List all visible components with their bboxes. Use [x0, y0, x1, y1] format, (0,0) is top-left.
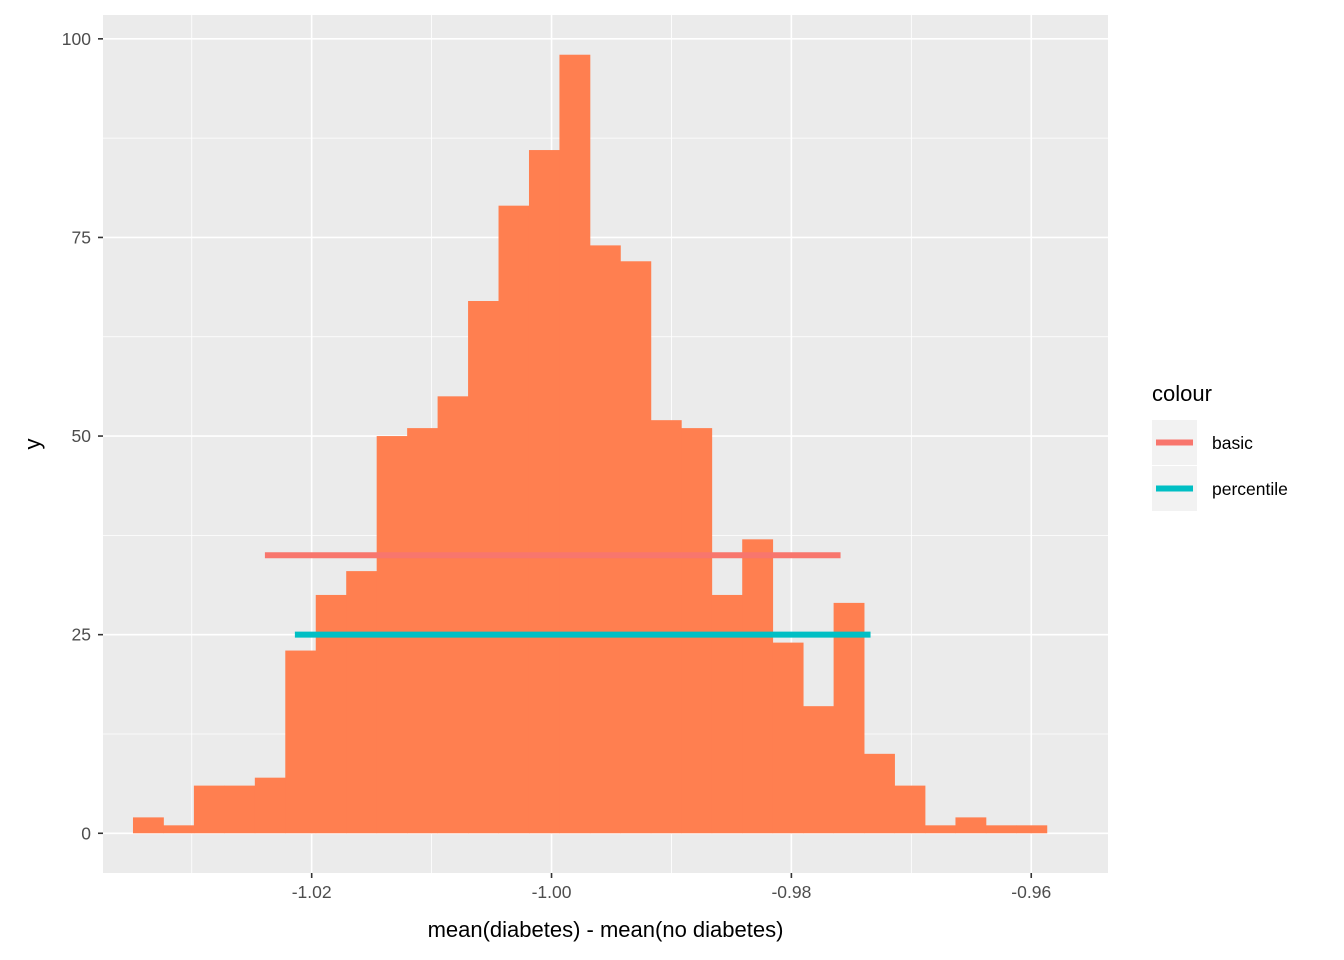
- histogram-bar: [711, 594, 743, 834]
- histogram-bar: [468, 301, 499, 834]
- histogram-bar: [894, 785, 926, 834]
- histogram-bar: [924, 825, 956, 834]
- legend: colour basic percentile: [1152, 381, 1288, 511]
- x-tick-label: -0.96: [1011, 882, 1051, 902]
- histogram-bar: [315, 594, 347, 834]
- histogram-bar: [559, 54, 591, 834]
- histogram-bar: [437, 396, 469, 834]
- x-tick-label: -1.02: [292, 882, 332, 902]
- histogram-bars: [132, 54, 1048, 834]
- histogram-bar: [163, 825, 195, 834]
- y-tick-label: 100: [62, 29, 91, 49]
- y-tick-label: 0: [81, 823, 91, 843]
- legend-label-basic: basic: [1212, 433, 1253, 453]
- histogram-bar: [589, 245, 621, 834]
- histogram-bar: [285, 650, 317, 834]
- histogram-bar: [1016, 825, 1048, 834]
- x-tick-label: -1.00: [532, 882, 572, 902]
- histogram-bar: [346, 571, 378, 834]
- histogram-bar: [772, 642, 804, 834]
- histogram-bar: [650, 420, 682, 834]
- histogram-bar: [681, 428, 713, 834]
- histogram-bar: [620, 261, 652, 834]
- y-tick-label: 25: [72, 625, 91, 645]
- histogram-bar: [803, 706, 835, 834]
- histogram-bar: [864, 753, 895, 834]
- y-tick-label: 75: [72, 227, 91, 247]
- histogram-bar: [407, 428, 439, 834]
- histogram-bar: [833, 602, 865, 834]
- x-tick-label: -0.98: [771, 882, 811, 902]
- histogram-bar: [955, 817, 987, 834]
- x-axis: -1.02 -1.00 -0.98 -0.96: [292, 873, 1051, 902]
- legend-label-percentile: percentile: [1212, 479, 1288, 499]
- histogram-bar: [132, 817, 164, 834]
- histogram-bar: [742, 539, 774, 834]
- histogram-bar: [498, 205, 530, 834]
- legend-title: colour: [1152, 381, 1212, 406]
- y-axis-title: y: [20, 439, 45, 450]
- histogram-bar: [224, 785, 256, 834]
- interval-segments: [264, 552, 871, 638]
- x-axis-title: mean(diabetes) - mean(no diabetes): [428, 917, 784, 942]
- histogram-bar: [193, 785, 225, 834]
- histogram-bar: [254, 777, 286, 834]
- histogram-bar: [985, 825, 1017, 834]
- y-tick-label: 50: [72, 426, 92, 446]
- histogram-bar: [528, 150, 560, 834]
- y-axis: 0 25 50 75 100: [62, 29, 103, 843]
